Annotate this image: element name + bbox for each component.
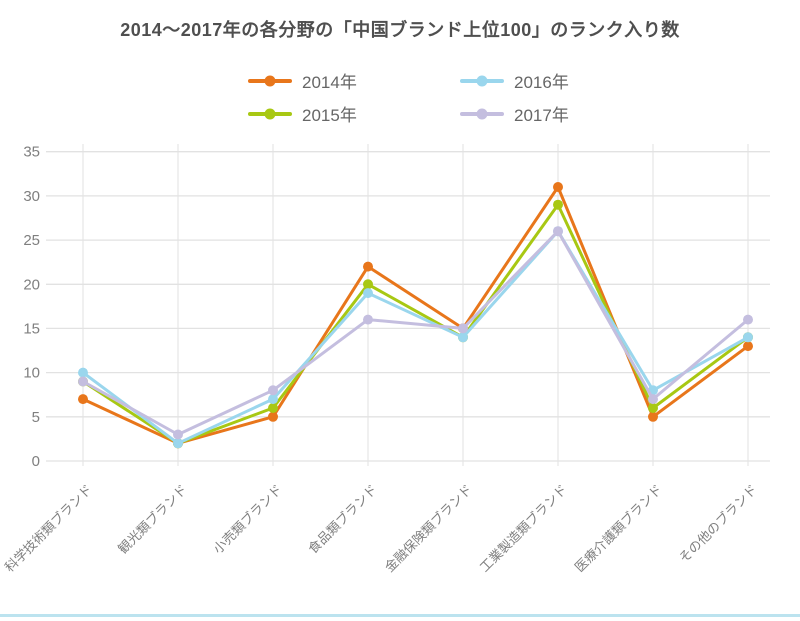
data-point	[743, 341, 753, 352]
page-title: 2014〜2017年の各分野の「中国ブランド上位100」のランク入り数	[120, 20, 680, 40]
bottom-divider	[0, 614, 800, 617]
data-point	[268, 394, 278, 405]
data-point	[743, 332, 753, 343]
x-tick-label: 医療介護類ブランド	[572, 482, 665, 575]
data-point	[363, 288, 373, 299]
x-tick-label: 観光類ブランド	[115, 482, 190, 557]
legend-item-2014: 2014年	[248, 68, 368, 93]
data-point	[553, 226, 563, 237]
data-point	[78, 394, 88, 405]
x-tick-label: その他のブランド	[676, 482, 760, 566]
x-tick-label: 科学技術類ブランド	[2, 482, 95, 575]
y-tick-label: 15	[23, 320, 40, 337]
data-point	[458, 332, 468, 343]
legend-swatch-2016	[460, 75, 504, 86]
y-tick-label: 25	[23, 232, 40, 249]
data-point	[78, 376, 88, 387]
data-point	[173, 438, 183, 449]
legend-item-2015: 2015年	[248, 101, 368, 126]
data-point	[363, 314, 373, 325]
legend-item-2016: 2016年	[460, 68, 580, 93]
y-tick-label: 5	[32, 409, 40, 426]
data-point	[173, 429, 183, 440]
series-line-3	[81, 229, 750, 436]
x-tick-label: 食品類ブランド	[305, 482, 380, 557]
chart-legend: 2014年 2015年 2016年 2017年	[248, 68, 580, 126]
x-tick-label: 工業製造類ブランド	[477, 482, 570, 575]
series-line-2	[81, 229, 750, 445]
data-point	[648, 411, 658, 422]
line-chart: 0 5 10 15 20 25 30 35 科学技術類ブランド 観光類ブランド 小売類ブランド 食品類…	[2, 144, 770, 575]
data-point	[268, 403, 278, 413]
legend-item-2017: 2017年	[460, 101, 580, 126]
legend-dot-icon	[476, 75, 488, 86]
data-point	[743, 314, 753, 325]
data-point	[363, 279, 373, 290]
legend-swatch-2014	[248, 75, 292, 86]
legend-label-2015: 2015年	[302, 106, 357, 125]
data-point	[553, 182, 563, 192]
legend-swatch-2017	[460, 108, 504, 119]
data-point	[268, 385, 278, 396]
legend-label-2017: 2017年	[514, 106, 569, 125]
legend-dot-icon	[264, 75, 276, 86]
data-point	[648, 394, 658, 405]
y-tick-label: 35	[23, 144, 40, 161]
data-point	[78, 367, 88, 378]
y-tick-label: 0	[32, 453, 40, 470]
data-point	[268, 411, 278, 422]
data-point	[553, 199, 563, 210]
x-tick-label: 金融保険類ブランド	[382, 482, 475, 575]
legend-label-2016: 2016年	[514, 73, 569, 92]
legend-label-2014: 2014年	[302, 73, 357, 92]
legend-dot-icon	[476, 108, 488, 119]
data-point	[648, 403, 658, 413]
legend-swatch-2015	[248, 108, 292, 119]
data-point	[363, 261, 373, 272]
y-tick-label: 20	[23, 276, 40, 293]
y-tick-label: 30	[23, 188, 40, 205]
y-tick-label: 10	[23, 365, 40, 382]
x-tick-label: 小売類ブランド	[210, 482, 285, 557]
legend-dot-icon	[264, 108, 276, 119]
data-point	[458, 323, 468, 334]
